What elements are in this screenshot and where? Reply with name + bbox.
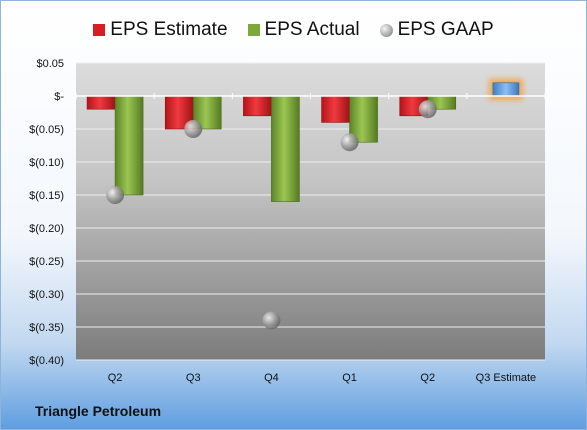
eps-gaap-point <box>184 120 203 138</box>
x-tick-label: Q2 <box>108 372 123 384</box>
legend-item-eps-actual: EPS Actual <box>247 19 360 41</box>
y-tick-label: $(0.25) <box>29 256 64 268</box>
legend: EPS Estimate EPS Actual EPS GAAP <box>1 17 586 43</box>
legend-label-eps-actual: EPS Actual <box>264 19 360 40</box>
y-tick-label: $(0.35) <box>29 322 64 334</box>
x-tick-label: Q2 <box>420 372 435 384</box>
y-tick-label: $(0.20) <box>29 223 64 235</box>
x-tick-label: Q1 <box>342 372 357 384</box>
legend-swatch-eps-gaap <box>379 23 393 37</box>
legend-swatch-eps-estimate <box>93 24 106 36</box>
legend-label-eps-gaap: EPS GAAP <box>397 19 494 40</box>
legend-label-eps-estimate: EPS Estimate <box>110 19 228 40</box>
eps-gaap-point <box>340 133 359 152</box>
y-tick-label: $0.05 <box>36 58 64 70</box>
legend-item-eps-estimate: EPS Estimate <box>93 19 228 41</box>
legend-item-eps-gaap: EPS GAAP <box>379 19 494 41</box>
y-tick-label: $- <box>54 91 64 103</box>
y-tick-label: $(0.15) <box>29 190 64 202</box>
y-axis: $0.05 $- $(0.05) $(0.10) $(0.15) $(0.20) $(0.2… <box>29 58 64 367</box>
gaap-points <box>106 100 437 330</box>
company-name: Triangle Petroleum <box>35 403 162 419</box>
eps-actual-bar <box>349 95 378 143</box>
y-tick-label: $(0.10) <box>29 157 64 169</box>
x-tick-label: Q4 <box>264 372 279 384</box>
x-tick-label: Q3 Estimate <box>476 372 537 384</box>
eps-estimate-bar <box>321 95 350 123</box>
eps-gaap-point <box>262 311 281 330</box>
bars <box>86 78 523 202</box>
q3-estimate-bar <box>492 82 520 97</box>
y-tick-label: $(0.05) <box>29 124 64 136</box>
eps-actual-bar <box>271 95 300 202</box>
eps-gaap-point <box>106 186 125 204</box>
plot-area <box>76 63 545 360</box>
x-tick-label: Q3 <box>186 372 201 384</box>
x-axis: Q2 Q3 Q4 Q1 Q2 Q3 Estimate <box>75 93 546 384</box>
legend-swatch-eps-actual <box>247 24 260 36</box>
eps-actual-bar <box>114 95 144 196</box>
y-tick-label: $(0.30) <box>29 289 64 301</box>
eps-estimate-bar <box>86 95 116 110</box>
eps-estimate-bar <box>243 95 272 117</box>
eps-gaap-point <box>418 100 437 119</box>
y-tick-label: $(0.40) <box>29 355 64 367</box>
